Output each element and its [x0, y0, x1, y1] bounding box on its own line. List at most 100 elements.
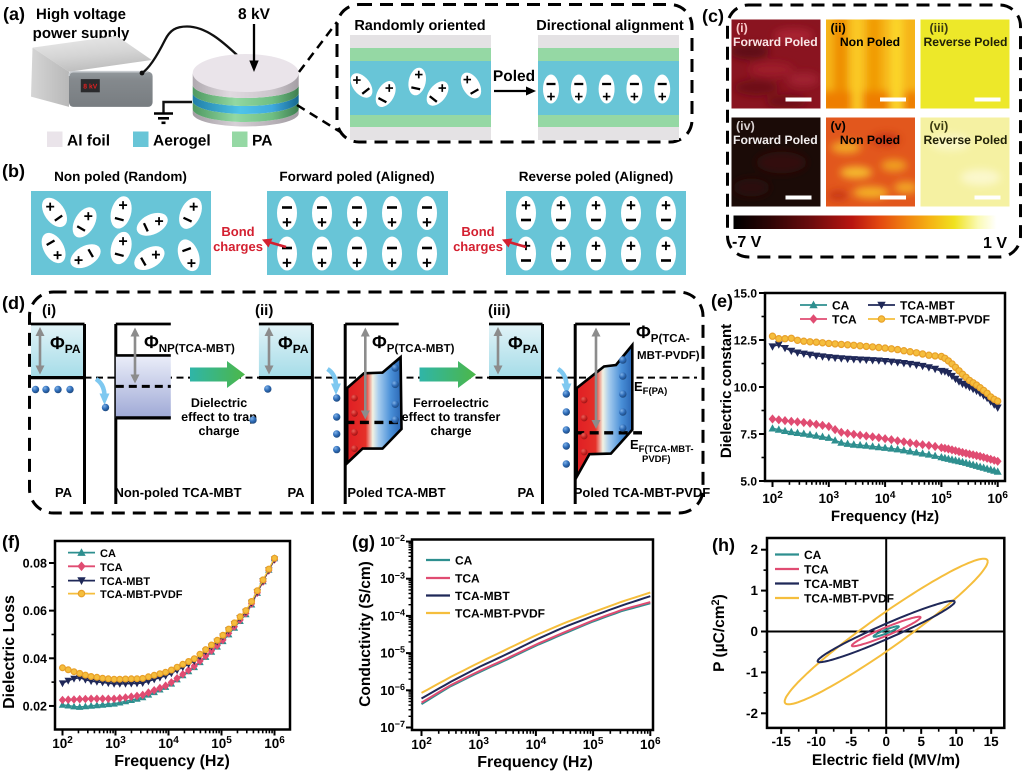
- svg-text:+: +: [46, 199, 55, 216]
- svg-text:(h): (h): [712, 535, 735, 555]
- svg-text:+: +: [154, 214, 163, 231]
- svg-text:CA: CA: [832, 299, 850, 313]
- svg-text:+: +: [151, 247, 160, 264]
- svg-text:(i): (i): [736, 21, 748, 35]
- svg-text:TCA-MBT-PVDF: TCA-MBT-PVDF: [804, 592, 894, 606]
- svg-text:charge: charge: [431, 424, 472, 438]
- svg-text:+: +: [387, 254, 397, 273]
- svg-text:+: +: [387, 213, 397, 232]
- svg-text:15: 15: [984, 734, 1000, 749]
- svg-text:+: +: [463, 72, 472, 89]
- svg-text:Electric field (MV/m): Electric field (MV/m): [812, 752, 960, 769]
- svg-text:+: +: [118, 198, 127, 215]
- svg-text:+: +: [626, 237, 636, 256]
- svg-text:(v): (v): [831, 119, 846, 133]
- svg-text:+: +: [53, 247, 62, 264]
- svg-text:Non Poled: Non Poled: [840, 133, 900, 147]
- svg-text:0: 0: [882, 734, 890, 749]
- svg-text:High voltage: High voltage: [36, 6, 126, 23]
- svg-text:Ferroelectric: Ferroelectric: [413, 396, 489, 410]
- svg-text:Poled TCA-MBT: Poled TCA-MBT: [347, 485, 445, 500]
- svg-text:+: +: [74, 253, 83, 270]
- svg-text:+: +: [282, 254, 292, 273]
- svg-text:+: +: [317, 254, 327, 273]
- svg-text:Aerogel: Aerogel: [153, 133, 211, 150]
- svg-text:CA: CA: [455, 554, 473, 568]
- svg-text:5.0: 5.0: [740, 475, 757, 489]
- svg-text:CA: CA: [100, 548, 116, 560]
- svg-text:TCA-MBT-PVDF: TCA-MBT-PVDF: [455, 607, 545, 621]
- svg-text:-5: -5: [845, 734, 857, 749]
- svg-text:Poled TCA-MBT-PVDF: Poled TCA-MBT-PVDF: [574, 485, 711, 500]
- svg-text:0.06: 0.06: [23, 604, 47, 618]
- svg-text:0.04: 0.04: [23, 652, 47, 666]
- svg-text:-15: -15: [771, 734, 791, 749]
- svg-text:CA: CA: [804, 548, 822, 562]
- svg-text:12.5: 12.5: [734, 334, 758, 348]
- svg-text:Bond: Bond: [461, 224, 494, 239]
- svg-text:1: 1: [750, 583, 758, 598]
- svg-text:Poled: Poled: [493, 68, 535, 85]
- svg-text:TCA-MBT-PVDF: TCA-MBT-PVDF: [100, 589, 183, 601]
- svg-text:effect to transfer: effect to transfer: [402, 410, 501, 424]
- svg-text:+: +: [352, 72, 361, 89]
- svg-text:+: +: [118, 233, 127, 250]
- svg-text:charges: charges: [453, 239, 503, 254]
- svg-text:-2: -2: [746, 706, 758, 721]
- svg-text:0.02: 0.02: [23, 699, 47, 713]
- svg-text:Directional alignment: Directional alignment: [536, 18, 684, 34]
- svg-text:2: 2: [750, 542, 758, 557]
- svg-text:10.0: 10.0: [734, 381, 758, 395]
- svg-text:Bond: Bond: [221, 224, 254, 239]
- svg-text:+: +: [630, 89, 639, 106]
- svg-text:TCA-MBT-PVDF: TCA-MBT-PVDF: [900, 313, 990, 327]
- svg-text:(e): (e): [711, 291, 733, 311]
- svg-text:15.0: 15.0: [734, 287, 758, 301]
- svg-text:+: +: [84, 208, 93, 225]
- svg-text:Frequency (Hz): Frequency (Hz): [831, 508, 939, 525]
- svg-text:(iii): (iii): [488, 302, 511, 319]
- svg-text:+: +: [385, 80, 394, 97]
- svg-text:+: +: [422, 213, 432, 232]
- svg-text:TCA-MBT: TCA-MBT: [900, 299, 955, 313]
- svg-text:MBT-PVDF): MBT-PVDF): [637, 350, 700, 362]
- svg-text:+: +: [661, 196, 671, 215]
- svg-text:Forward Poled: Forward Poled: [733, 35, 818, 49]
- svg-text:TCA-MBT: TCA-MBT: [804, 577, 859, 591]
- svg-text:PA: PA: [517, 485, 535, 500]
- svg-text:+: +: [189, 199, 198, 216]
- svg-text:+: +: [352, 254, 362, 273]
- svg-text:TCA-MBT: TCA-MBT: [100, 576, 150, 588]
- svg-text:5: 5: [917, 734, 925, 749]
- svg-text:+: +: [602, 89, 611, 106]
- svg-text:+: +: [591, 237, 601, 256]
- svg-text:+: +: [414, 67, 423, 84]
- svg-text:(b): (b): [2, 161, 25, 181]
- svg-text:effect to trap: effect to trap: [181, 410, 257, 424]
- svg-text:10: 10: [949, 734, 964, 749]
- svg-text:Non poled (Random): Non poled (Random): [54, 169, 187, 184]
- svg-text:TCA-MBT: TCA-MBT: [455, 589, 510, 603]
- svg-text:Dielectric constant: Dielectric constant: [718, 324, 735, 458]
- svg-text:(iii): (iii): [930, 21, 949, 35]
- svg-text:+: +: [556, 237, 566, 256]
- svg-text:(ii): (ii): [831, 21, 846, 35]
- svg-text:Randomly oriented: Randomly oriented: [354, 18, 485, 34]
- svg-text:+: +: [661, 237, 671, 256]
- svg-text:Frequency (Hz): Frequency (Hz): [114, 753, 230, 770]
- svg-text:(i): (i): [42, 302, 56, 319]
- svg-text:PA: PA: [287, 485, 305, 500]
- svg-text:(iv): (iv): [736, 119, 755, 133]
- svg-text:0.08: 0.08: [23, 557, 47, 571]
- svg-text:TCA: TCA: [455, 572, 480, 586]
- svg-text:TCA: TCA: [832, 313, 857, 327]
- svg-text:Dielectric: Dielectric: [191, 396, 247, 410]
- svg-text:PA: PA: [55, 485, 73, 500]
- svg-text:+: +: [187, 255, 196, 272]
- svg-text:+: +: [658, 89, 667, 106]
- svg-text:charge: charge: [199, 424, 240, 438]
- svg-text:Frequency (Hz): Frequency (Hz): [477, 754, 593, 771]
- svg-text:+: +: [547, 89, 556, 106]
- svg-text:PVDF): PVDF): [642, 454, 671, 465]
- svg-text:+: +: [626, 196, 636, 215]
